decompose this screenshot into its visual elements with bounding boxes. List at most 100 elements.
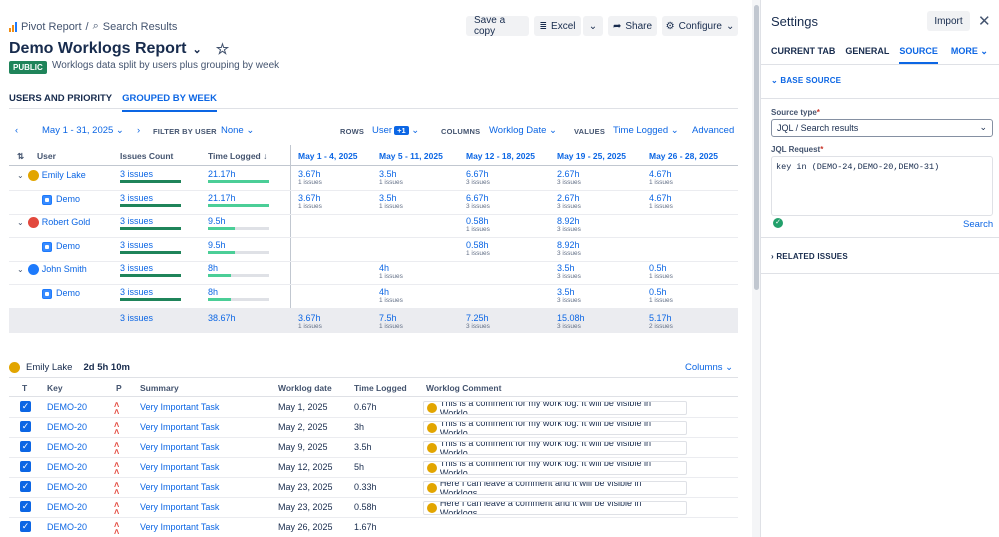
tab-general[interactable]: GENERAL (845, 46, 890, 56)
issues-count-link[interactable]: 3 issues (120, 169, 154, 179)
pivot-week-cell[interactable]: 4h 1 issues (379, 263, 403, 281)
issue-key-link[interactable]: DEMO-20 (47, 522, 88, 532)
chevron-down-icon[interactable]: ⌄ (192, 43, 202, 56)
header-week-4[interactable]: May 19 - 25, 2025 (557, 151, 626, 161)
worklog-header-priority[interactable]: P (116, 383, 122, 393)
chevron-down-icon[interactable]: ⌄ (17, 265, 24, 274)
issue-summary-link[interactable]: Very Important Task (140, 522, 220, 532)
issue-summary-link[interactable]: Very Important Task (140, 482, 220, 492)
chevron-down-icon[interactable]: ⌄ (17, 171, 24, 180)
pivot-week-cell[interactable]: 4.67h 1 issues (649, 169, 673, 187)
pivot-row-project[interactable]: Demo (42, 194, 80, 205)
worklog-comment[interactable]: Here I can leave a comment and it will b… (423, 501, 687, 515)
jql-textarea[interactable]: key in (DEMO-24,DEMO-20,DEMO-31) (771, 156, 993, 216)
rows-select[interactable]: User +1 ⌄ (372, 125, 420, 136)
pivot-week-cell[interactable]: 0.5h 1 issues (649, 287, 673, 305)
time-logged-link[interactable]: 21.17h (208, 193, 236, 203)
issue-key-link[interactable]: DEMO-20 (47, 482, 88, 492)
close-icon[interactable]: ✕ (978, 13, 991, 30)
time-logged-link[interactable]: 8h (208, 263, 219, 273)
pivot-week-cell[interactable]: 6.67h 3 issues (466, 169, 490, 187)
pivot-row-project[interactable]: Demo (42, 288, 80, 299)
issue-summary-link[interactable]: Very Important Task (140, 422, 220, 432)
pivot-row-user[interactable]: ⌄ Emily Lake (17, 170, 86, 182)
excel-dropdown-button[interactable]: ⌄ (583, 16, 603, 36)
issues-count-link[interactable]: 3 issues (120, 287, 154, 297)
pivot-week-cell[interactable]: 4.67h 1 issues (649, 193, 673, 211)
worklog-comment[interactable]: Here I can leave a comment and it will b… (423, 481, 687, 495)
pivot-week-cell[interactable]: 6.67h 3 issues (466, 193, 490, 211)
configure-button[interactable]: ⚙ Configure ⌄ (662, 16, 738, 36)
issue-summary-link[interactable]: Very Important Task (140, 462, 220, 472)
worklog-header-comment[interactable]: Worklog Comment (426, 383, 502, 393)
issue-key-link[interactable]: DEMO-20 (47, 502, 88, 512)
columns-button[interactable]: Columns ⌄ (685, 362, 734, 373)
header-week-2[interactable]: May 5 - 11, 2025 (379, 151, 443, 161)
worklog-comment[interactable]: This is a comment for my work log. It wi… (423, 441, 687, 455)
time-logged-link[interactable]: 9.5h (208, 240, 226, 250)
related-issues-toggle[interactable]: › RELATED ISSUES (771, 252, 848, 261)
issues-count-link[interactable]: 3 issues (120, 263, 154, 273)
pivot-week-cell[interactable]: 2.67h 3 issues (557, 193, 581, 211)
pivot-total-cell[interactable]: 15.08h 3 issues (557, 313, 585, 331)
header-issues-count[interactable]: Issues Count (120, 151, 174, 161)
issue-summary-link[interactable]: Very Important Task (140, 402, 220, 412)
chevron-down-icon[interactable]: ⌄ (17, 218, 24, 227)
issue-key-link[interactable]: DEMO-20 (47, 462, 88, 472)
pivot-week-cell[interactable]: 3.5h 1 issues (379, 169, 403, 187)
values-select[interactable]: Time Logged ⌄ (613, 125, 679, 136)
prev-period-icon[interactable]: ‹ (15, 125, 19, 136)
source-type-select[interactable]: JQL / Search results ⌄ (771, 119, 993, 137)
issues-count-link[interactable]: 3 issues (120, 216, 154, 226)
pivot-week-cell[interactable]: 8.92h 3 issues (557, 216, 581, 234)
pivot-week-cell[interactable]: 0.58h 1 issues (466, 216, 490, 234)
issue-summary-link[interactable]: Very Important Task (140, 442, 220, 452)
breadcrumb-root[interactable]: Pivot Report (21, 20, 82, 33)
search-button[interactable]: Search (963, 219, 994, 230)
worklog-header-date[interactable]: Worklog date (278, 383, 332, 393)
header-week-3[interactable]: May 12 - 18, 2025 (466, 151, 535, 161)
pivot-row-project[interactable]: Demo (42, 241, 80, 252)
time-logged-link[interactable]: 8h (208, 287, 219, 297)
pivot-week-cell[interactable]: 0.5h 1 issues (649, 263, 673, 281)
worklog-comment[interactable]: This is a comment for my work log. It wi… (423, 421, 687, 435)
pivot-week-cell[interactable]: 2.67h 3 issues (557, 169, 581, 187)
header-week-1[interactable]: May 1 - 4, 2025 (298, 151, 358, 161)
tab-source[interactable]: SOURCE (899, 46, 938, 64)
share-button[interactable]: ➦ Share (608, 16, 657, 36)
pivot-week-cell[interactable]: 8.92h 3 issues (557, 240, 581, 258)
breadcrumb-current[interactable]: Search Results (102, 20, 178, 33)
issue-key-link[interactable]: DEMO-20 (47, 442, 88, 452)
tab-users-and-priority[interactable]: USERS AND PRIORITY (9, 93, 113, 104)
issues-count-link[interactable]: 3 issues (120, 193, 154, 203)
worklog-header-key[interactable]: Key (47, 383, 63, 393)
header-week-5[interactable]: May 26 - 28, 2025 (649, 151, 718, 161)
worklog-header-type[interactable]: T (22, 383, 28, 393)
pivot-week-cell[interactable]: 3.5h 1 issues (379, 193, 403, 211)
sort-icon[interactable]: ⇅ (17, 151, 25, 161)
import-button[interactable]: Import (927, 11, 970, 31)
pivot-total-cell[interactable]: 5.17h 2 issues (649, 313, 673, 331)
issues-count-link[interactable]: 3 issues (120, 240, 154, 250)
pivot-total-cell[interactable]: 7.25h 3 issues (466, 313, 490, 331)
tab-more[interactable]: MORE ⌄ (951, 46, 988, 64)
header-user[interactable]: User (37, 151, 56, 161)
pivot-total-cell[interactable]: 7.5h 1 issues (379, 313, 403, 331)
star-icon[interactable]: ☆ (215, 41, 230, 58)
issue-key-link[interactable]: DEMO-20 (47, 402, 88, 412)
worklog-header-summary[interactable]: Summary (140, 383, 179, 393)
pivot-week-cell[interactable]: 3.67h 1 issues (298, 169, 322, 187)
pivot-week-cell[interactable]: 3.5h 3 issues (557, 287, 581, 305)
pivot-week-cell[interactable]: 4h 1 issues (379, 287, 403, 305)
pivot-total-cell[interactable]: 3.67h 1 issues (298, 313, 322, 331)
main-scrollbar-thumb[interactable] (754, 5, 759, 290)
pivot-week-cell[interactable]: 3.5h 3 issues (557, 263, 581, 281)
time-logged-link[interactable]: 21.17h (208, 169, 236, 179)
worklog-comment[interactable]: This is a comment for my work log. It wi… (423, 461, 687, 475)
tab-current-tab[interactable]: CURRENT TAB (771, 46, 836, 56)
time-logged-link[interactable]: 9.5h (208, 216, 226, 226)
pivot-row-user[interactable]: ⌄ Robert Gold (17, 217, 90, 229)
base-source-toggle[interactable]: ⌄ BASE SOURCE (771, 76, 841, 85)
columns-select[interactable]: Worklog Date ⌄ (489, 125, 557, 136)
issue-summary-link[interactable]: Very Important Task (140, 502, 220, 512)
